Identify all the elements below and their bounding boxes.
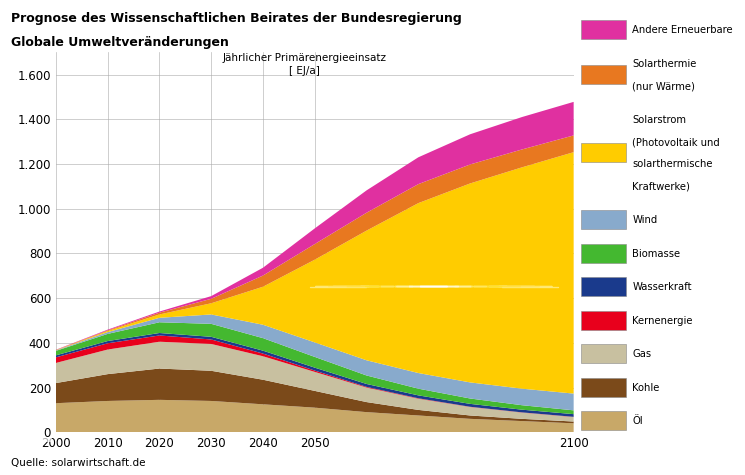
Text: Gas: Gas <box>633 349 652 359</box>
Bar <box>581 277 626 296</box>
Text: Kernenergie: Kernenergie <box>633 316 693 326</box>
Text: Kraftwerke): Kraftwerke) <box>633 182 691 192</box>
Bar <box>581 210 626 229</box>
Text: (nur Wärme): (nur Wärme) <box>633 81 695 91</box>
Bar <box>581 244 626 263</box>
Text: Öl: Öl <box>633 417 643 427</box>
Bar <box>581 311 626 330</box>
Bar <box>581 143 626 162</box>
Text: Wind: Wind <box>633 215 658 225</box>
Text: Solarthermie: Solarthermie <box>633 59 697 69</box>
Text: Globale Umweltveränderungen: Globale Umweltveränderungen <box>11 36 229 48</box>
Text: Kohle: Kohle <box>633 383 660 393</box>
Text: Wasserkraft: Wasserkraft <box>633 282 692 292</box>
Text: Andere Erneuerbare: Andere Erneuerbare <box>633 25 733 35</box>
Text: solarthermische: solarthermische <box>633 160 713 170</box>
Text: [ EJ/a]: [ EJ/a] <box>289 66 320 76</box>
Text: Biomasse: Biomasse <box>633 249 681 259</box>
Text: Jährlicher Primärenergieeinsatz: Jährlicher Primärenergieeinsatz <box>223 53 387 63</box>
Bar <box>581 65 626 84</box>
Bar <box>581 20 626 39</box>
Bar <box>581 344 626 363</box>
Text: Prognose des Wissenschaftlichen Beirates der Bundesregierung: Prognose des Wissenschaftlichen Beirates… <box>11 12 462 25</box>
Bar <box>581 378 626 397</box>
Text: Solarstrom: Solarstrom <box>633 114 686 125</box>
Text: (Photovoltaik und: (Photovoltaik und <box>633 137 720 147</box>
Bar <box>581 411 626 430</box>
Text: Quelle: solarwirtschaft.de: Quelle: solarwirtschaft.de <box>11 458 146 468</box>
